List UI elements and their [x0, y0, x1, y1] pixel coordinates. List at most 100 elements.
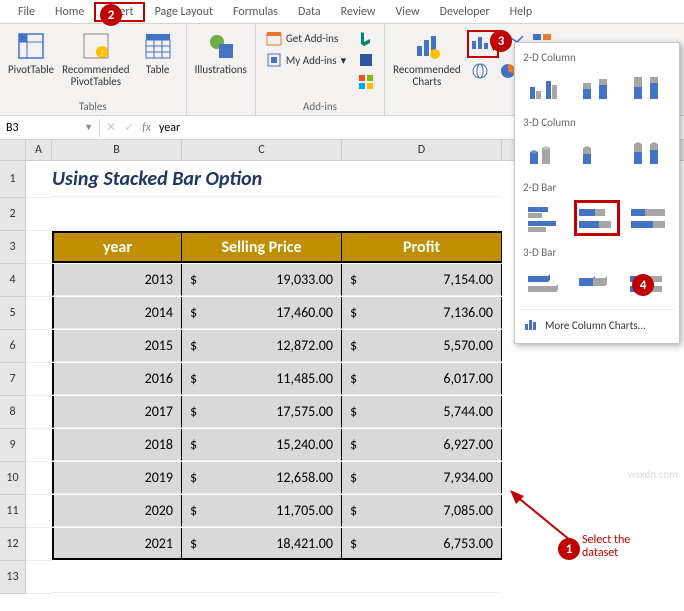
col-header-d[interactable]: D: [342, 140, 502, 160]
cell-year[interactable]: 2013: [52, 264, 182, 296]
pivottable-label: PivotTable: [8, 64, 54, 76]
cell[interactable]: [52, 198, 182, 230]
row-header[interactable]: 8: [0, 396, 26, 429]
addins-group-label: Add-ins: [262, 100, 378, 113]
more-charts-button[interactable]: More Column Charts...: [519, 309, 675, 337]
row-header[interactable]: 9: [0, 429, 26, 462]
cell-profit[interactable]: $7,934.00: [342, 462, 502, 494]
title-cell[interactable]: Using Stacked Bar Option: [52, 161, 502, 197]
header-year[interactable]: year: [52, 231, 182, 263]
select-all-corner[interactable]: [0, 140, 26, 160]
ms-addin-button[interactable]: [354, 72, 378, 92]
100-stacked-column-option[interactable]: [626, 70, 671, 106]
header-price[interactable]: Selling Price: [182, 231, 342, 263]
tab-help[interactable]: Help: [500, 3, 543, 21]
col-header-c[interactable]: C: [182, 140, 342, 160]
col-header-a[interactable]: A: [26, 140, 52, 160]
dropdown-arrow-icon: ▾: [341, 54, 347, 67]
3d-stacked-bar-option[interactable]: [574, 265, 619, 301]
3d-clustered-column-option[interactable]: [523, 135, 568, 171]
100-stacked-bar-option[interactable]: [626, 200, 671, 236]
tab-home[interactable]: Home: [45, 3, 94, 21]
cell-price[interactable]: $11,485.00: [182, 363, 342, 395]
get-addins-label: Get Add-ins: [286, 32, 338, 45]
rec-charts-button[interactable]: Recommended Charts: [391, 28, 462, 90]
fx-icon[interactable]: fx: [142, 121, 151, 135]
tab-pagelayout[interactable]: Page Layout: [145, 3, 223, 21]
tab-developer[interactable]: Developer: [430, 3, 500, 21]
cell-price[interactable]: $11,705.00: [182, 495, 342, 527]
row-header[interactable]: 2: [0, 198, 26, 231]
row-header[interactable]: 13: [0, 561, 26, 594]
row-header[interactable]: 3: [0, 231, 26, 264]
row-header[interactable]: 7: [0, 363, 26, 396]
people-graph-button[interactable]: [354, 50, 378, 70]
cell-price[interactable]: $18,421.00: [182, 528, 342, 560]
clustered-column-option[interactable]: [523, 70, 568, 106]
formula-input[interactable]: year: [159, 121, 180, 135]
pivottable-button[interactable]: PivotTable: [6, 28, 56, 78]
cell-profit[interactable]: $7,085.00: [342, 495, 502, 527]
cell-year[interactable]: 2016: [52, 363, 182, 395]
stacked-column-option[interactable]: [574, 70, 619, 106]
row-header[interactable]: 4: [0, 264, 26, 297]
cell-year[interactable]: 2015: [52, 330, 182, 362]
tab-formulas[interactable]: Formulas: [223, 3, 288, 21]
rec-pivottables-button[interactable]: ? Recommended PivotTables: [60, 28, 131, 90]
cell-profit[interactable]: $5,744.00: [342, 396, 502, 428]
check-icon[interactable]: ✓: [124, 120, 134, 135]
name-box[interactable]: B3 ▼: [0, 119, 100, 137]
bing-icon: [358, 30, 374, 46]
cell-year[interactable]: 2014: [52, 297, 182, 329]
bing-maps-button[interactable]: [354, 28, 378, 48]
cell-price[interactable]: $12,872.00: [182, 330, 342, 362]
row-header[interactable]: 6: [0, 330, 26, 363]
cell-year[interactable]: 2021: [52, 528, 182, 560]
row-header[interactable]: 10: [0, 462, 26, 495]
my-addins-button[interactable]: My Add-ins ▾: [262, 50, 350, 70]
cell-price[interactable]: $15,240.00: [182, 429, 342, 461]
cell-profit[interactable]: $5,570.00: [342, 330, 502, 362]
row-header[interactable]: 5: [0, 297, 26, 330]
cell-year[interactable]: 2019: [52, 462, 182, 494]
stacked-bar-option[interactable]: [574, 200, 620, 236]
row-header[interactable]: 11: [0, 495, 26, 528]
row-header[interactable]: 12: [0, 528, 26, 561]
cell-profit[interactable]: $6,017.00: [342, 363, 502, 395]
cell[interactable]: [342, 561, 502, 593]
illustrations-icon: [205, 30, 237, 62]
col-header-b[interactable]: B: [52, 140, 182, 160]
get-addins-button[interactable]: Get Add-ins: [262, 28, 350, 48]
cancel-icon[interactable]: ✕: [106, 120, 116, 135]
3d-100-stacked-column-option[interactable]: [626, 135, 671, 171]
row-header[interactable]: 1: [0, 161, 26, 198]
cell-year[interactable]: 2018: [52, 429, 182, 461]
tables-group-label: Tables: [6, 100, 180, 113]
tab-file[interactable]: File: [8, 3, 45, 21]
cell-year[interactable]: 2020: [52, 495, 182, 527]
tab-review[interactable]: Review: [331, 3, 386, 21]
tab-data[interactable]: Data: [288, 3, 331, 21]
clustered-bar-option[interactable]: [523, 200, 568, 236]
header-profit[interactable]: Profit: [342, 231, 502, 263]
cell-profit[interactable]: $7,154.00: [342, 264, 502, 296]
cell-year[interactable]: 2017: [52, 396, 182, 428]
3d-stacked-column-option[interactable]: [574, 135, 619, 171]
table-button[interactable]: Table: [136, 28, 180, 78]
rec-pivot-label: Recommended PivotTables: [62, 64, 129, 88]
cell[interactable]: [182, 198, 342, 230]
cell-price[interactable]: $17,460.00: [182, 297, 342, 329]
cell-profit[interactable]: $7,136.00: [342, 297, 502, 329]
cell[interactable]: [52, 561, 182, 593]
cell-price[interactable]: $17,575.00: [182, 396, 342, 428]
cell[interactable]: [342, 198, 502, 230]
cell-profit[interactable]: $6,927.00: [342, 429, 502, 461]
cell-price[interactable]: $12,658.00: [182, 462, 342, 494]
cell-profit[interactable]: $6,753.00: [342, 528, 502, 560]
3d-clustered-bar-option[interactable]: [523, 265, 568, 301]
maps-button[interactable]: [467, 60, 493, 86]
illustrations-button[interactable]: Illustrations: [193, 28, 249, 78]
cell[interactable]: [182, 561, 342, 593]
cell-price[interactable]: $19,033.00: [182, 264, 342, 296]
tab-view[interactable]: View: [386, 3, 430, 21]
